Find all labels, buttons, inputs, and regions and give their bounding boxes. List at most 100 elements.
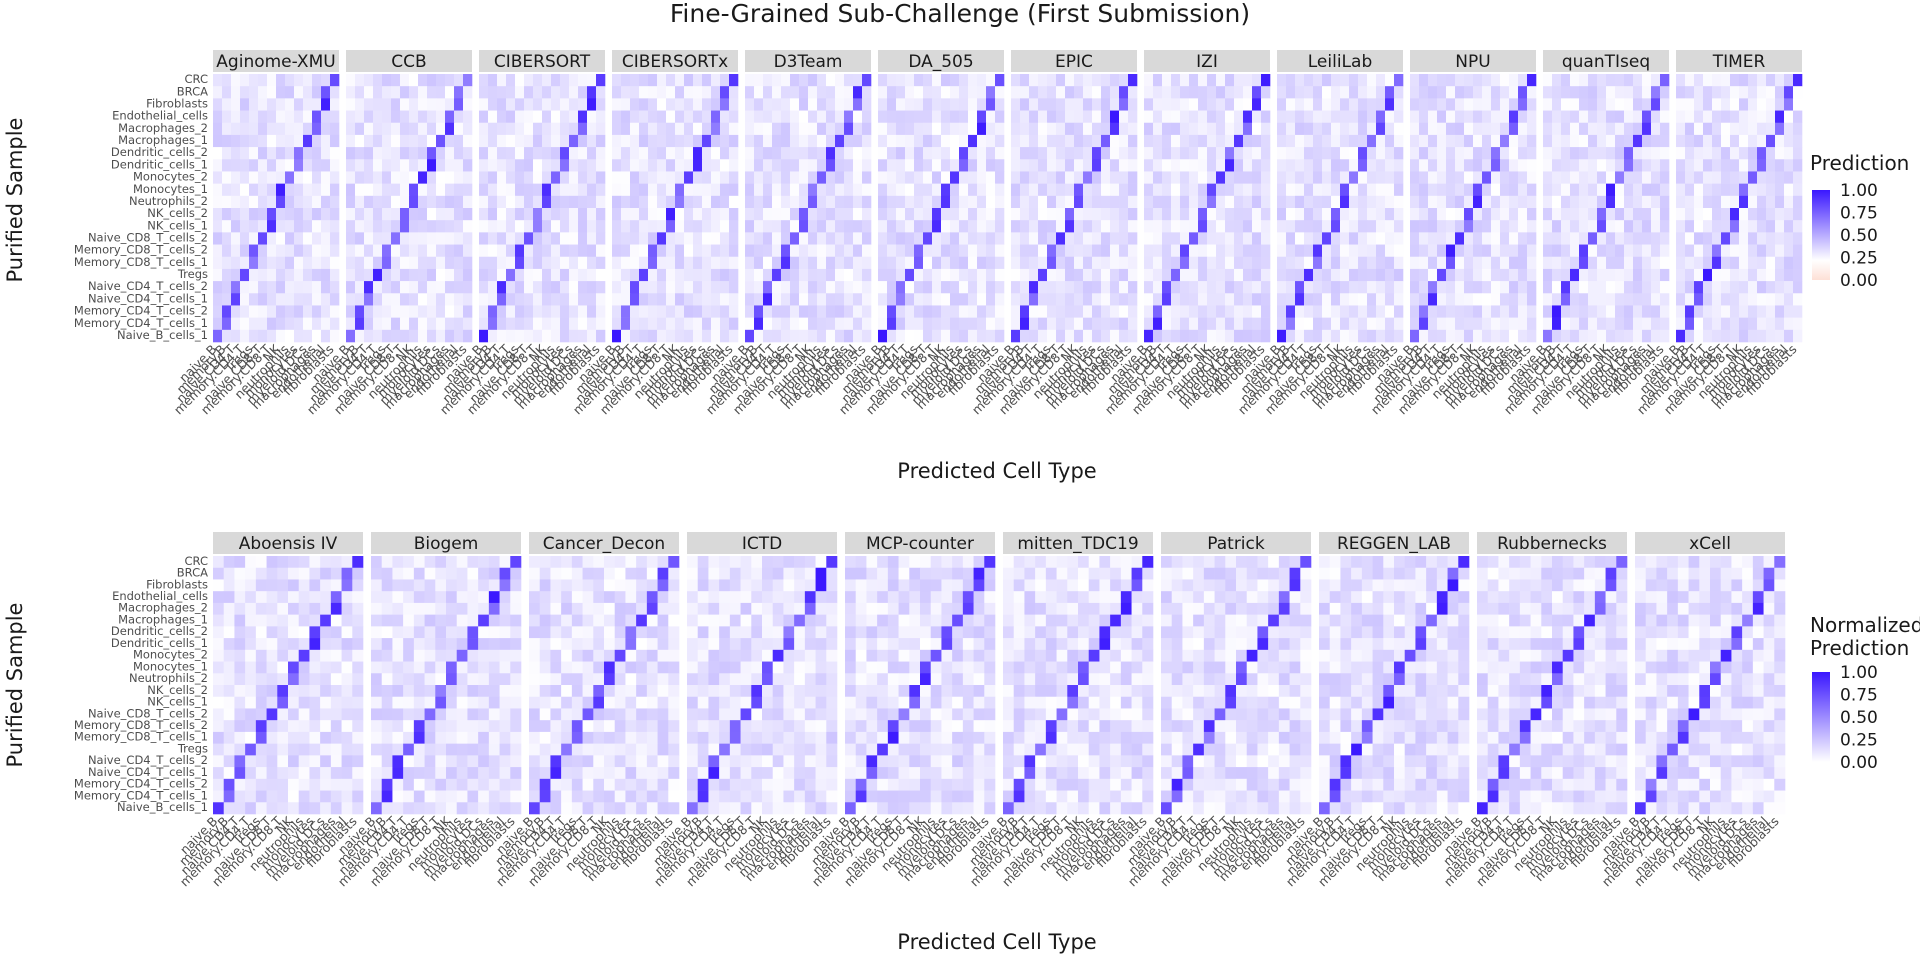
heatmap-cell — [630, 329, 640, 343]
heatmap-cell — [1606, 329, 1616, 343]
heatmap-cell — [853, 305, 863, 318]
heatmap-cell — [258, 86, 268, 99]
heatmap-cell — [693, 74, 703, 87]
heatmap-cell — [569, 329, 579, 343]
heatmap-cell — [391, 293, 401, 306]
heatmap-cell — [826, 556, 838, 569]
heatmap-cell — [693, 110, 703, 124]
heatmap-cell — [276, 268, 286, 282]
heatmap-cell — [266, 790, 278, 803]
heatmap-cell — [352, 591, 364, 604]
heatmap-cell — [657, 98, 667, 111]
heatmap-cell — [675, 122, 685, 136]
heatmap-cell — [298, 649, 310, 662]
heatmap-cell — [392, 614, 404, 627]
heatmap-cell — [249, 329, 259, 343]
heatmap-cell — [878, 208, 888, 221]
heatmap-cell — [1784, 220, 1794, 233]
heatmap-cell — [1180, 98, 1190, 111]
heatmap-cell — [1784, 86, 1794, 99]
heatmap-cell — [639, 195, 649, 209]
heatmap-cell — [1660, 122, 1670, 136]
heatmap-cell — [561, 685, 573, 698]
heatmap-cell — [1038, 110, 1048, 124]
heatmap-cell — [488, 790, 500, 803]
heatmap-cell — [1597, 183, 1607, 197]
heatmap-cell — [1295, 329, 1305, 343]
heatmap-cell — [355, 159, 365, 172]
heatmap-cell — [497, 159, 507, 172]
heatmap-cell — [950, 86, 960, 99]
heatmap-cell — [582, 767, 594, 780]
heatmap-cell — [826, 134, 836, 148]
heatmap-cell — [392, 602, 404, 615]
heatmap-cell — [569, 110, 579, 124]
heatmap-cell — [231, 232, 241, 245]
heatmap-cell — [330, 649, 342, 662]
heatmap-cell — [1703, 171, 1713, 184]
heatmap-cell — [258, 329, 268, 343]
heatmap-cell — [1376, 220, 1386, 233]
heatmap-cell — [853, 220, 863, 233]
heatmap-cell — [1482, 74, 1492, 87]
heatmap-cell — [1500, 208, 1510, 221]
heatmap-cell — [763, 281, 773, 294]
heatmap-cell — [1349, 244, 1359, 258]
heatmap-cell — [539, 567, 551, 580]
heatmap-cell — [435, 567, 447, 580]
heatmap-cell — [403, 614, 415, 627]
heatmap-cell — [1757, 305, 1767, 318]
heatmap-cell — [1561, 329, 1571, 343]
heatmap-cell — [941, 134, 951, 148]
heatmap-cell — [569, 244, 579, 258]
heatmap-cell — [887, 256, 897, 270]
heatmap-cell — [542, 208, 552, 221]
heatmap-cell — [986, 110, 996, 124]
heatmap-cell — [478, 579, 490, 592]
heatmap-cell — [1277, 244, 1287, 258]
heatmap-cell — [497, 147, 507, 160]
heatmap-cell — [1748, 244, 1758, 258]
heatmap-cell — [364, 268, 374, 282]
heatmap-cell — [1056, 147, 1066, 160]
heatmap-cell — [621, 171, 631, 184]
heatmap-cell — [436, 329, 446, 343]
heatmap-cell — [533, 208, 543, 221]
heatmap-cell — [285, 208, 295, 221]
heatmap-cell — [986, 159, 996, 172]
heatmap-cell — [392, 720, 404, 733]
heatmap-cell — [668, 790, 680, 803]
heatmap-cell — [1419, 147, 1429, 160]
heatmap-cell — [571, 661, 583, 674]
heatmap-cell — [1074, 134, 1084, 148]
heatmap-cell — [817, 317, 827, 331]
heatmap-cell — [1340, 268, 1350, 282]
heatmap-cell — [1597, 195, 1607, 209]
heatmap-cell — [1446, 134, 1456, 148]
heatmap-cell — [551, 159, 561, 172]
heatmap-cell — [1793, 329, 1803, 343]
heatmap-cell — [1651, 293, 1661, 306]
heatmap-cell — [454, 110, 464, 124]
heatmap-cell — [1153, 244, 1163, 258]
heatmap-cell — [1527, 244, 1537, 258]
heatmap-cell — [400, 195, 410, 209]
heatmap-cell — [1153, 208, 1163, 221]
heatmap-cell — [1313, 86, 1323, 99]
heatmap-cell — [1455, 232, 1465, 245]
heatmap-cell — [1509, 110, 1519, 124]
heatmap-cell — [1437, 317, 1447, 331]
heatmap-cell — [1074, 329, 1084, 343]
heatmap-cell — [1038, 244, 1048, 258]
heatmap-cell — [1047, 268, 1057, 282]
heatmap-cell — [639, 134, 649, 148]
heatmap-cell — [1180, 122, 1190, 136]
heatmap-cell — [403, 661, 415, 674]
heatmap-cell — [1234, 220, 1244, 233]
heatmap-cell — [1579, 74, 1589, 87]
heatmap-cell — [506, 147, 516, 160]
heatmap-cell — [571, 802, 583, 815]
heatmap-cell — [456, 579, 468, 592]
heatmap-cell — [413, 708, 425, 721]
heatmap-cell — [914, 134, 924, 148]
